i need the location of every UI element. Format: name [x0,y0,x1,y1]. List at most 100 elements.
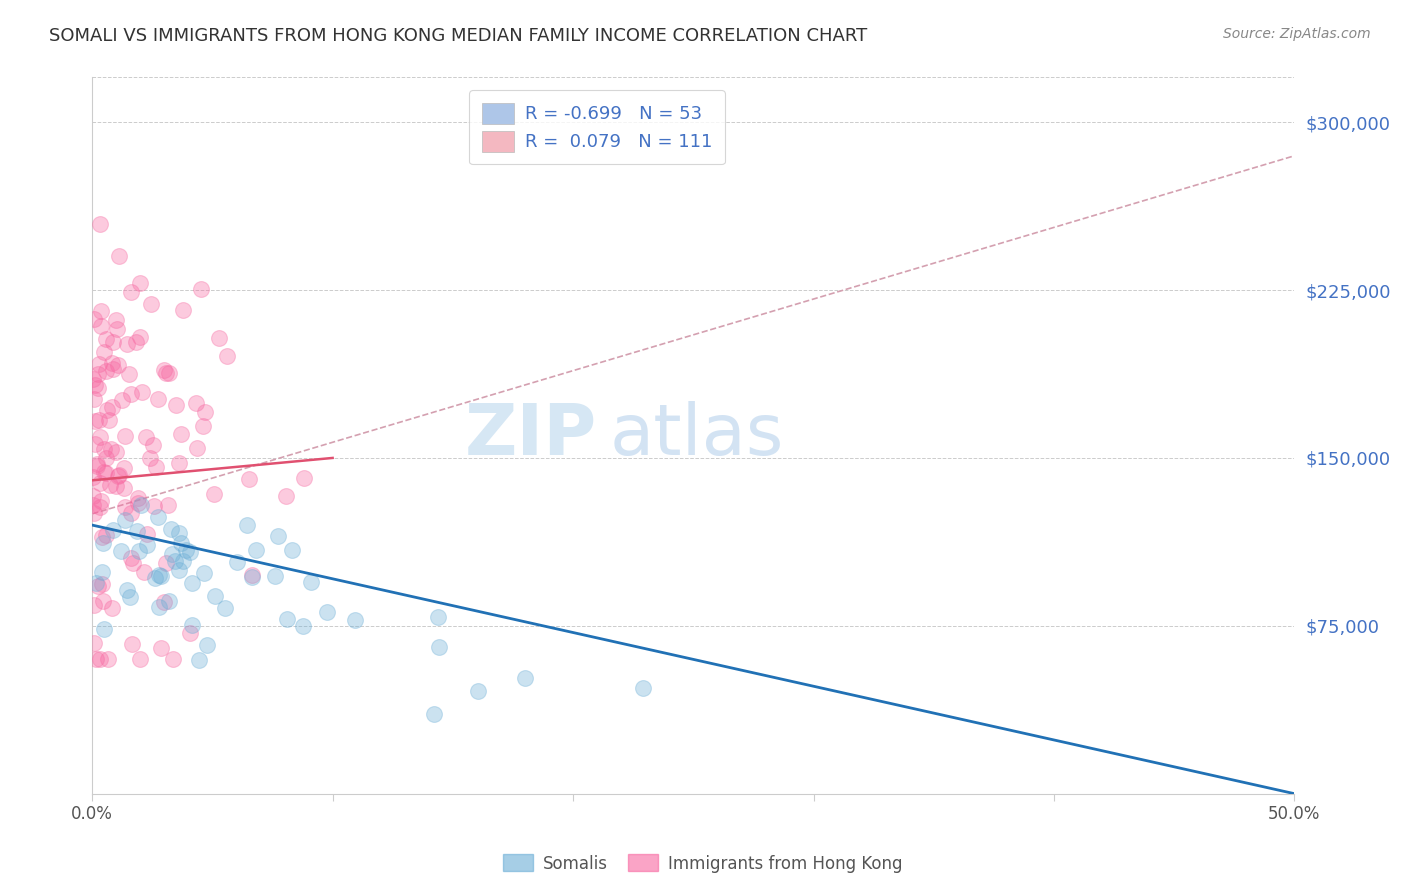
Point [427,640,450,654]
Point [83,636,105,650]
Point [84,575,107,590]
Point [83,392,105,407]
Point [423,706,446,721]
Point [110,543,132,558]
Point [245,543,267,558]
Point [131,385,153,400]
Point [101,600,124,615]
Point [87,367,110,381]
Point [240,568,263,582]
Point [89,217,111,231]
Point [121,637,143,651]
Point [125,334,148,349]
Point [181,576,204,591]
Point [129,498,152,512]
Point [274,489,297,503]
Point [165,397,187,411]
Point [127,524,149,539]
Point [84,437,107,451]
Point [226,555,249,569]
Point [93,442,115,456]
Point [86,458,108,472]
Point [132,565,155,579]
Point [167,563,190,577]
Point [100,401,122,415]
Point [204,487,226,501]
Point [96,332,118,346]
Point [150,640,173,655]
Point [89,652,111,666]
Point [167,525,190,540]
Point [82,498,104,512]
Point [129,330,152,344]
Point [100,442,122,457]
Point [191,418,214,433]
Point [94,528,117,542]
Point [82,489,104,503]
Point [181,618,204,632]
Point [129,276,152,290]
Point [90,304,112,318]
Legend: R = -0.699   N = 53, R =  0.079   N = 111: R = -0.699 N = 53, R = 0.079 N = 111 [470,90,725,164]
Point [513,671,536,685]
Point [107,249,129,263]
Point [172,554,194,568]
Point [108,467,131,482]
Point [136,527,159,541]
Point [148,568,170,582]
Point [179,625,201,640]
Point [128,544,150,558]
Point [89,430,111,444]
Point [143,571,166,585]
Point [155,366,177,380]
Point [157,594,180,608]
Point [82,372,104,386]
Point [97,652,120,666]
Point [91,594,114,608]
Point [170,536,193,550]
Point [101,362,124,376]
Point [195,638,218,652]
Point [96,467,118,481]
Point [112,481,135,495]
Point [152,594,174,608]
Point [104,313,127,327]
Point [157,499,180,513]
Point [170,427,193,442]
Point [114,500,136,515]
Point [152,362,174,376]
Point [145,459,167,474]
Point [172,302,194,317]
Point [90,318,112,333]
Point [112,461,135,475]
Point [120,506,142,520]
Point [162,548,184,562]
Point [146,509,169,524]
Point [193,566,215,580]
Point [120,285,142,299]
Point [128,652,150,666]
Point [266,529,288,543]
Point [100,356,122,370]
Text: SOMALI VS IMMIGRANTS FROM HONG KONG MEDIAN FAMILY INCOME CORRELATION CHART: SOMALI VS IMMIGRANTS FROM HONG KONG MEDI… [49,27,868,45]
Point [122,556,145,570]
Point [179,545,201,559]
Point [105,479,128,493]
Point [120,551,142,566]
Point [194,405,217,419]
Point [127,491,149,506]
Point [208,331,231,345]
Point [83,506,105,520]
Point [86,652,108,666]
Point [90,530,112,544]
Point [214,601,236,615]
Legend: Somalis, Immigrants from Hong Kong: Somalis, Immigrants from Hong Kong [496,847,910,880]
Point [276,612,298,626]
Point [188,653,211,667]
Point [97,413,120,427]
Text: atlas: atlas [609,401,783,470]
Point [139,451,162,466]
Point [190,282,212,296]
Point [215,349,238,363]
Point [115,583,138,598]
